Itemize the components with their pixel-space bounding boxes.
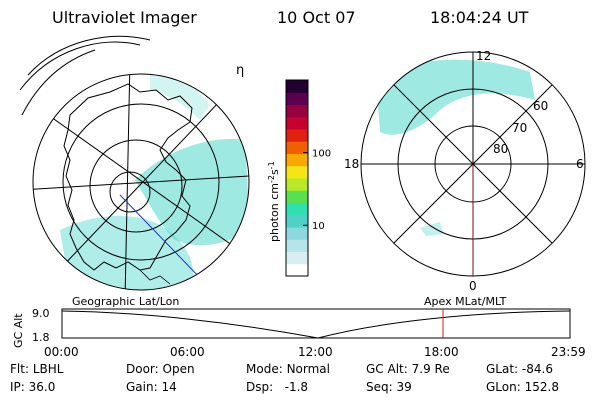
altitude-ylabel: GC Alt bbox=[12, 313, 25, 348]
altitude-xtick-0000: 00:00 bbox=[44, 345, 79, 359]
altitude-xtick-0600: 06:00 bbox=[170, 345, 205, 359]
mlt-label-12: 12 bbox=[476, 49, 491, 63]
colorbar-cell bbox=[286, 239, 308, 252]
colorbar-tick-label: 100 bbox=[312, 149, 331, 160]
colorbar-cell bbox=[286, 178, 308, 191]
colorbar-unit-label: photon cm-2s-1 bbox=[267, 161, 281, 242]
mlt-label-0: 0 bbox=[469, 279, 477, 293]
geo-meridian-1 bbox=[33, 94, 249, 266]
apex-map-label: Apex MLat/MLT bbox=[424, 295, 507, 308]
geo-aurora-patch-east bbox=[135, 139, 249, 246]
colorbar-cell bbox=[286, 251, 308, 265]
colorbar-cell bbox=[286, 141, 308, 154]
mlt-label-18: 18 bbox=[344, 157, 359, 171]
mlat-label-80: 80 bbox=[493, 142, 508, 156]
geo-grid bbox=[19, 35, 250, 291]
altitude-panel: Geographic Lat/Lon Apex MLat/MLT GC Alt … bbox=[12, 295, 586, 359]
geo-lat-ring-pole bbox=[109, 171, 151, 213]
mlat-label-60: 60 bbox=[533, 99, 548, 113]
geo-corner-glyph: η bbox=[236, 63, 244, 78]
ground-track-line bbox=[119, 194, 205, 283]
colorbar-cells bbox=[286, 80, 308, 277]
altitude-ytick-bottom: 1.8 bbox=[32, 331, 50, 344]
altitude-xtick-1800: 18:00 bbox=[424, 345, 459, 359]
geo-lat-ring-outer bbox=[62, 103, 220, 261]
geo-aurora-patch-north bbox=[150, 74, 210, 120]
mlat-label-70: 70 bbox=[512, 121, 527, 135]
apex-aurora-speck bbox=[420, 222, 444, 236]
colorbar-cell bbox=[286, 202, 308, 216]
colorbar-cell bbox=[286, 104, 308, 118]
colorbar-cell bbox=[286, 165, 308, 179]
apex-map: 12 18 6 0 60 70 80 bbox=[344, 49, 586, 293]
status-mode: Mode: Normal bbox=[246, 362, 330, 376]
colorbar-cell bbox=[286, 92, 308, 105]
geographic-map: η bbox=[19, 35, 250, 291]
status-flt: Flt: LBHL bbox=[10, 362, 64, 376]
status-door: Door: Open bbox=[126, 362, 195, 376]
date-label: 10 Oct 07 bbox=[277, 8, 356, 27]
colorbar-cell bbox=[286, 263, 308, 277]
status-glat: GLat: -84.6 bbox=[486, 362, 553, 376]
status-seq: Seq: 39 bbox=[366, 380, 412, 394]
colorbar-cell bbox=[286, 190, 308, 203]
colorbar-cell bbox=[286, 129, 308, 142]
colorbar-cell bbox=[286, 80, 308, 93]
altitude-curve bbox=[61, 310, 571, 339]
colorbar-cell bbox=[286, 116, 308, 130]
instrument-title: Ultraviolet Imager bbox=[52, 8, 197, 27]
status-glon: GLon: 152.8 bbox=[486, 380, 559, 394]
geo-offdisk-arc-1 bbox=[27, 35, 151, 76]
time-label: 18:04:24 UT bbox=[430, 8, 529, 27]
altitude-ytick-top: 9.0 bbox=[32, 307, 50, 320]
colorbar: 100 10 photon cm-2s-1 bbox=[267, 79, 331, 277]
colorbar-cell bbox=[286, 214, 308, 228]
geo-offdisk-arc-2 bbox=[19, 41, 141, 91]
altitude-xtick-1200: 12:00 bbox=[298, 345, 333, 359]
geo-meridian-4 bbox=[33, 174, 249, 191]
geo-map-label: Geographic Lat/Lon bbox=[72, 295, 179, 308]
status-dsp: Dsp: -1.8 bbox=[246, 380, 309, 394]
geo-meridian-3 bbox=[124, 74, 131, 290]
antarctica-coastline bbox=[63, 83, 193, 271]
colorbar-frame bbox=[285, 79, 309, 277]
antarctic-peninsula bbox=[139, 269, 171, 285]
geo-meridian-2 bbox=[39, 79, 241, 290]
colorbar-cell bbox=[286, 153, 308, 167]
geo-aurora bbox=[60, 74, 249, 290]
status-gc-alt: GC Alt: 7.9 Re bbox=[366, 362, 450, 376]
status-gain: Gain: 14 bbox=[126, 380, 177, 394]
status-ip: IP: 36.0 bbox=[10, 380, 56, 394]
colorbar-cell bbox=[286, 227, 308, 240]
colorbar-ticks: 100 10 bbox=[303, 149, 331, 232]
mlt-label-6: 6 bbox=[576, 157, 584, 171]
colorbar-tick-label: 10 bbox=[312, 221, 325, 232]
geo-horizon-ring bbox=[32, 73, 250, 291]
geo-offdisk-arc-3 bbox=[21, 49, 96, 116]
altitude-xtick-2359: 23:59 bbox=[551, 345, 586, 359]
